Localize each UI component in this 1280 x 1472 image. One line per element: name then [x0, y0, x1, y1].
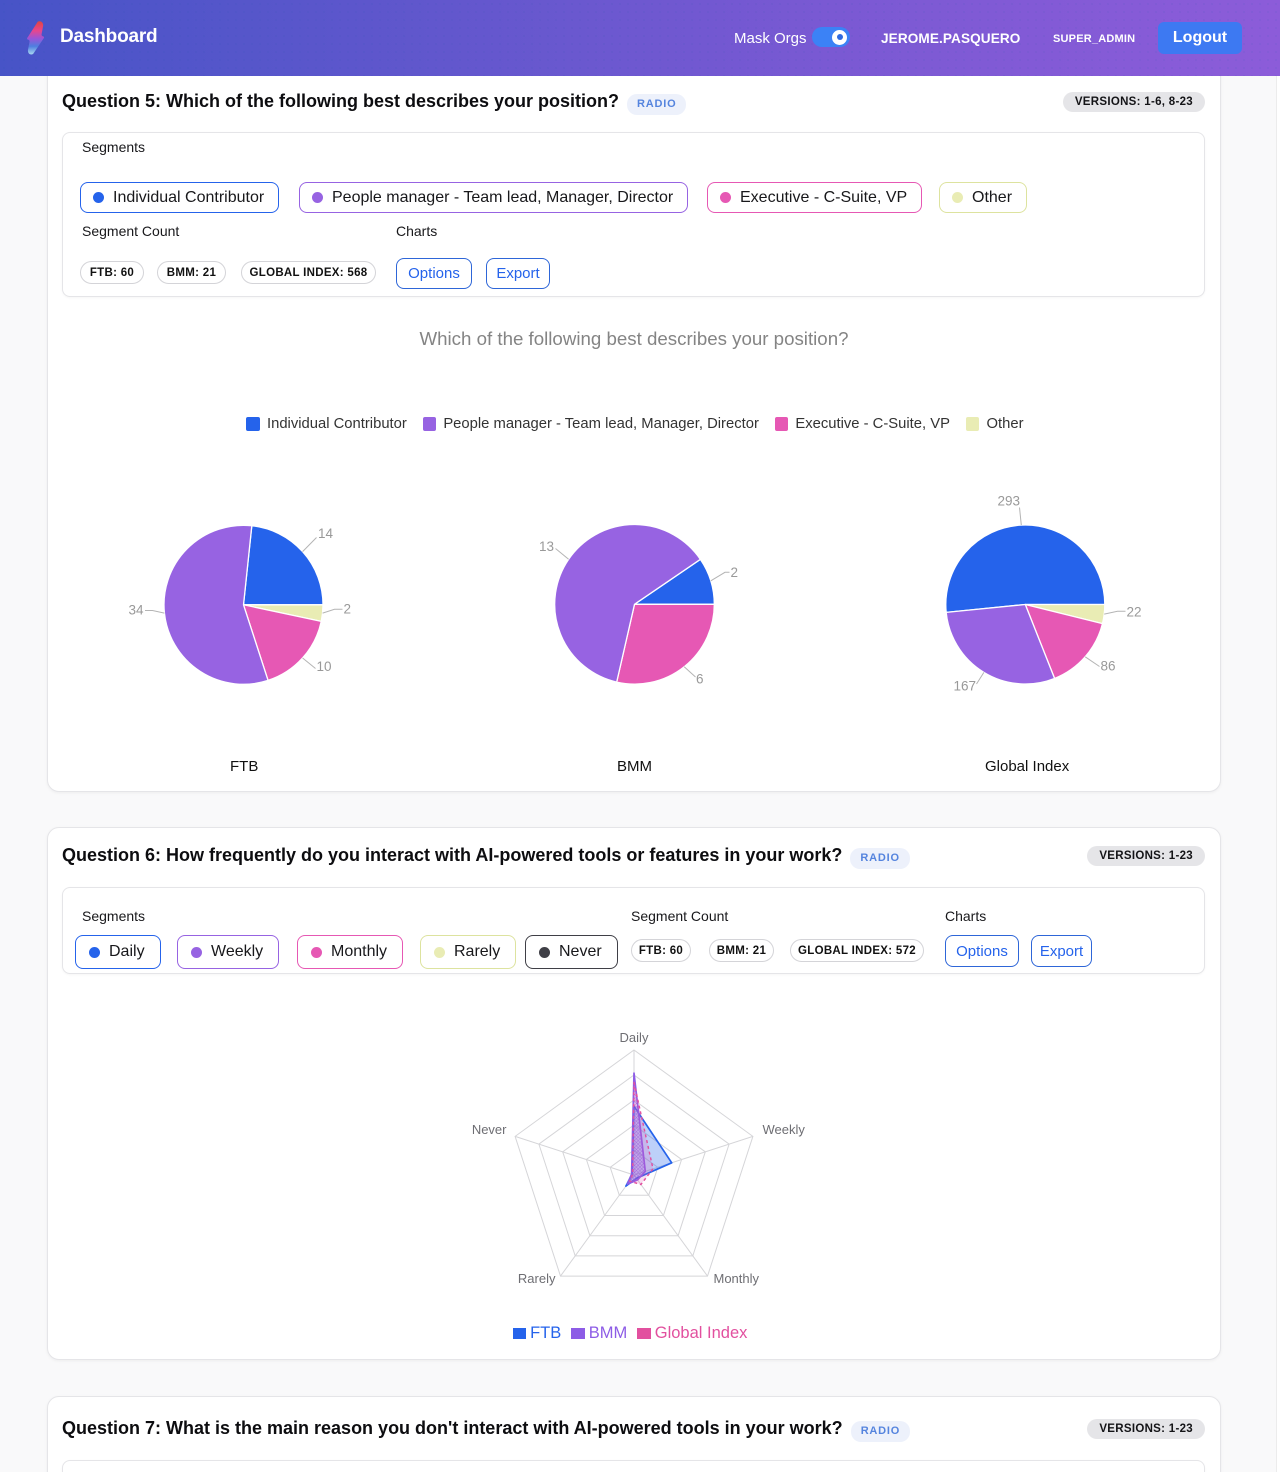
svg-text:86: 86 — [1101, 659, 1116, 674]
svg-text:293: 293 — [997, 494, 1020, 509]
svg-text:167: 167 — [953, 679, 976, 694]
svg-text:Monthly: Monthly — [714, 1271, 760, 1286]
svg-text:2: 2 — [344, 602, 352, 617]
svg-text:Daily: Daily — [620, 1030, 649, 1045]
svg-text:14: 14 — [318, 526, 334, 541]
svg-text:Weekly: Weekly — [763, 1122, 806, 1137]
svg-text:22: 22 — [1127, 605, 1142, 620]
svg-text:13: 13 — [539, 539, 554, 554]
svg-text:Rarely: Rarely — [518, 1271, 556, 1286]
svg-text:34: 34 — [128, 603, 144, 618]
svg-text:10: 10 — [317, 659, 332, 674]
svg-text:2: 2 — [731, 565, 739, 580]
svg-text:6: 6 — [696, 672, 704, 687]
svg-text:Never: Never — [472, 1122, 507, 1137]
